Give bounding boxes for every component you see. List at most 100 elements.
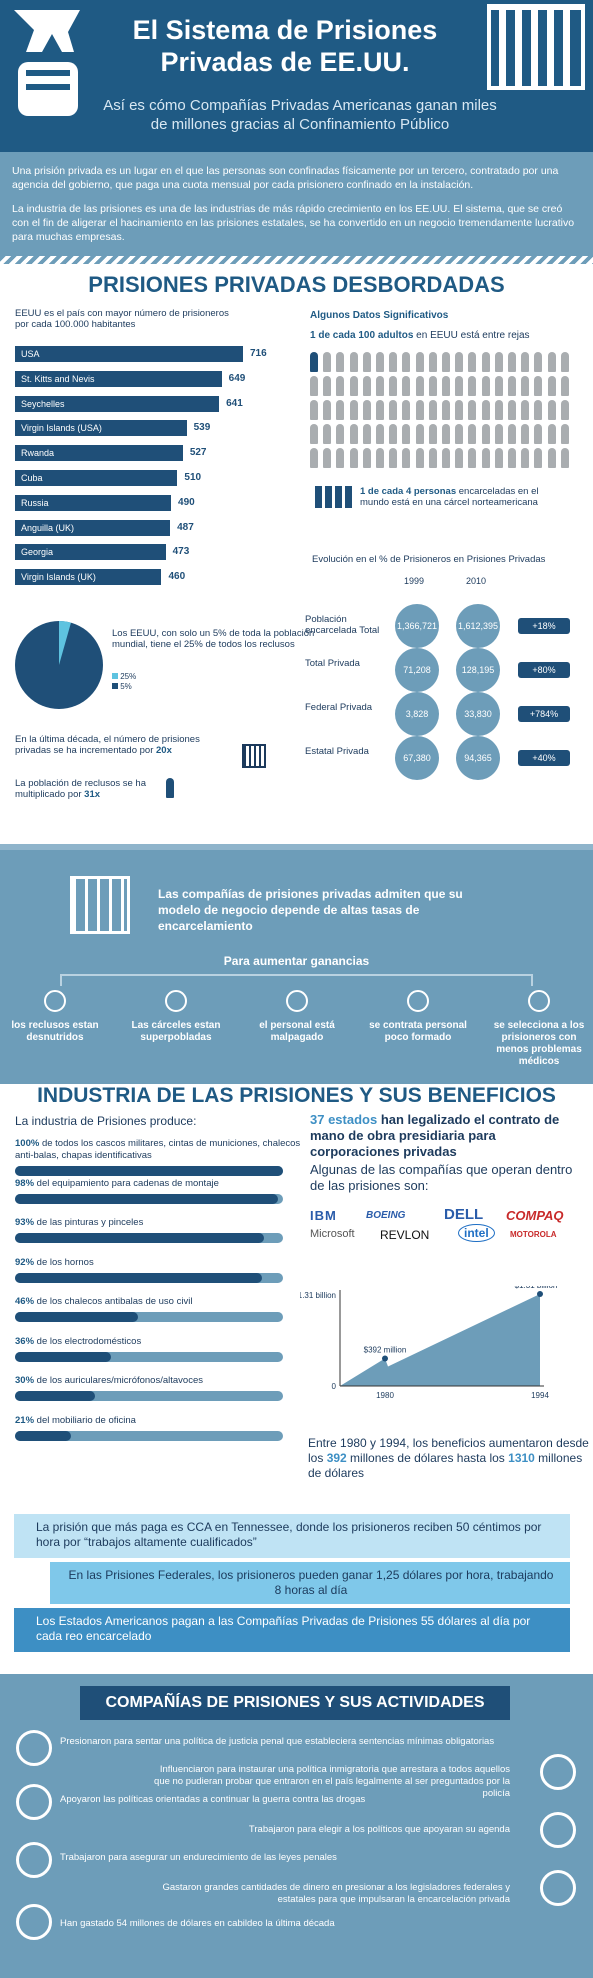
- person-icon: [521, 376, 530, 396]
- person-icon: [481, 448, 490, 468]
- fact-2-rest: encarceladas en el mundo está en una cár…: [360, 486, 539, 508]
- person-icon: [428, 376, 437, 396]
- person-icon: [468, 400, 477, 420]
- person-icon: [428, 352, 437, 372]
- person-icon: [389, 448, 398, 468]
- activity-text: Trabajaron para asegurar un endurecimien…: [60, 1852, 337, 1863]
- product-bar-fill: [15, 1272, 262, 1283]
- product-bar: [15, 1193, 283, 1204]
- quote-1: La prisión que más paga es CCA en Tennes…: [36, 1520, 542, 1549]
- person-icon: [310, 400, 318, 420]
- product-bar: [15, 1272, 283, 1283]
- evolution-title: Evolución en el % de Prisioneros en Pris…: [312, 554, 546, 565]
- person-icon: [547, 352, 556, 372]
- person-group-icon: [315, 486, 355, 508]
- decade-text: En la última década, el número de prisio…: [15, 734, 230, 756]
- product-desc: del mobiliario de oficina: [34, 1414, 136, 1426]
- section-overcrowded: PRISIONES PRIVADAS DESBORDADAS EEUU es e…: [0, 264, 593, 844]
- divider: [0, 256, 593, 264]
- prison-bars-icon: [487, 4, 585, 90]
- profit-text-c: millones de dólares hasta los: [346, 1451, 509, 1465]
- profits-chart: $392 million $1.31 billion 0 $1.31 billion 1…: [300, 1286, 557, 1400]
- activities-title: COMPAÑÍAS DE PRISIONES Y SUS ACTIVIDADES: [80, 1686, 510, 1720]
- profit-text-e: millones de dólares: [308, 1451, 583, 1480]
- decade-value: 20x: [156, 745, 172, 756]
- product-bar-fill: [15, 1233, 265, 1243]
- band-connector: [60, 974, 533, 986]
- person-icon: [442, 352, 450, 372]
- person-icon: [534, 400, 543, 420]
- person-icon: [389, 376, 398, 396]
- person-icon: [494, 448, 503, 468]
- product-percent: 36%: [15, 1335, 35, 1347]
- activity-text: Influenciaron para instaurar una polític…: [154, 1764, 510, 1799]
- country-value: 716: [250, 348, 267, 359]
- header: El Sistema de Prisiones Privadas de EE.U…: [0, 0, 593, 152]
- person-icon: [389, 424, 398, 444]
- section-industry: INDUSTRIA DE LAS PRISIONES Y SUS BENEFIC…: [0, 1084, 593, 1514]
- person-icon: [323, 424, 332, 444]
- person-icon: [349, 400, 358, 420]
- person-icon: [547, 376, 556, 396]
- states-rest: han legalizado el contrato de mano de ob…: [310, 1112, 560, 1159]
- page-subtitle: Así es cómo Compañías Privadas Americana…: [103, 97, 497, 133]
- country-value: 490: [178, 496, 195, 508]
- person-icon: [560, 352, 569, 372]
- country-bar: Rwanda: [15, 445, 183, 462]
- gain-item-text: se selecciona a los prisioneros con meno…: [493, 1020, 585, 1067]
- quote-2: En las Prisiones Federales, los prisione…: [68, 1568, 554, 1597]
- section-title: PRISIONES PRIVADAS DESBORDADAS: [88, 272, 505, 297]
- intro-paragraph-2: La industria de las prisiones es una de …: [12, 203, 575, 243]
- logo-revlon: REVLON: [380, 1228, 430, 1242]
- product-bar: [15, 1430, 283, 1441]
- country-bar: Virgin Islands (USA): [15, 420, 187, 437]
- person-icon: [455, 424, 464, 444]
- person-icon: [560, 376, 569, 396]
- person-icon: [323, 448, 332, 468]
- building-icon: [540, 1812, 576, 1848]
- profit-value-end: 1310: [508, 1451, 535, 1465]
- product-bar: [15, 1391, 283, 1401]
- product-bar: [15, 1166, 283, 1176]
- logo-intel: intel: [458, 1224, 495, 1242]
- intro: Una prisión privada es un lugar en el qu…: [0, 152, 593, 256]
- quote-box-1: La prisión que más paga es CCA en Tennes…: [14, 1514, 570, 1558]
- business-model-band: Las compañías de prisiones privadas admi…: [0, 844, 593, 1084]
- growth-badge: +784%: [518, 706, 570, 722]
- label-1980: $392 million: [364, 1345, 407, 1354]
- wage-quotes: La prisión que más paga es CCA en Tennes…: [0, 1514, 593, 1674]
- product-text: 92% de los hornos: [15, 1257, 305, 1269]
- person-icon: [323, 400, 332, 420]
- product-desc: de los auriculares/micrófonos/altavoces: [34, 1375, 203, 1386]
- legend-swatch-25: [112, 673, 118, 679]
- person-icon: [310, 376, 318, 396]
- person-icon: [455, 400, 464, 420]
- person-icon: [547, 448, 556, 468]
- person-icon: [547, 400, 556, 420]
- profit-value-start: 392: [326, 1451, 347, 1465]
- person-icon: [336, 448, 345, 468]
- country-bar: St. Kitts and Nevis: [15, 370, 222, 387]
- medical-icon: [528, 990, 550, 1012]
- person-icon: [389, 352, 398, 372]
- pie-text: Los EEUU, con solo un 5% de toda la pobl…: [112, 628, 315, 650]
- person-icon: [481, 376, 490, 396]
- person-icon: [376, 352, 384, 372]
- evolution-label: Federal Privada: [305, 702, 373, 713]
- person-icon: [560, 448, 569, 468]
- quote-box-3: Los Estados Americanos pagan a las Compa…: [14, 1608, 570, 1652]
- country-value: 460: [168, 571, 186, 583]
- logo-boeing: BOEING: [366, 1210, 406, 1221]
- product-text: 30% de los auriculares/micrófonos/altavo…: [15, 1375, 305, 1387]
- person-icon: [455, 352, 464, 372]
- states-text: 37 estados han legalizado el contrato de…: [310, 1112, 580, 1160]
- world-pie-chart: [15, 620, 103, 709]
- logo-microsoft: Microsoft: [310, 1228, 355, 1240]
- person-icon: [468, 376, 477, 396]
- person-icon: [494, 424, 503, 444]
- person-icon: [389, 400, 398, 420]
- facts-title: Algunos Datos Significativos: [310, 310, 449, 321]
- person-icon: [415, 448, 424, 468]
- person-icon: [534, 376, 543, 396]
- product-bar-fill: [15, 1391, 96, 1401]
